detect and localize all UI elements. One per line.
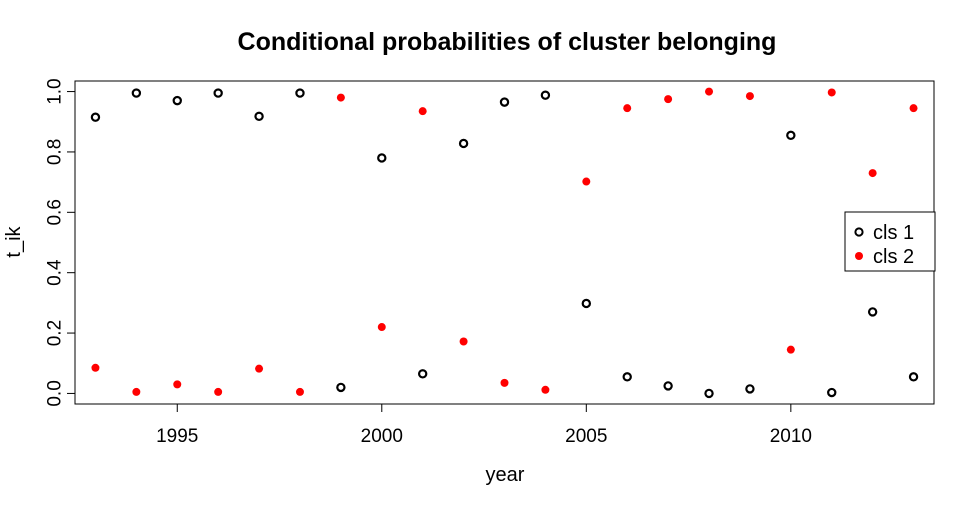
legend-label: cls 1 [873,222,914,244]
data-point [377,323,386,332]
data-point [704,388,714,399]
data-point [582,177,591,186]
legend-box [844,211,936,272]
data-point [786,130,796,141]
legend-marker-filled [855,252,863,260]
data-point [173,380,182,389]
data-point [500,378,509,387]
x-axis: 1995 2000 2005 2010 [156,403,812,447]
data-point [664,95,673,104]
data-point [418,107,427,116]
y-tick-label: 0.2 [45,320,66,346]
data-point [214,387,223,396]
data-point [745,384,755,394]
data-point [827,387,837,398]
data-point [909,104,918,113]
y-axis: 0.0 0.2 0.4 0.6 0.8 1.0 [45,78,76,407]
data-point [540,90,551,100]
data-point [377,153,387,163]
data-point [868,169,877,178]
series-1-points [90,88,919,399]
data-point [623,104,632,113]
y-tick-label: 0.8 [45,139,66,165]
data-point [336,93,345,102]
legend-label: cls 2 [873,246,914,268]
data-point [663,381,673,391]
data-point [255,364,264,373]
data-point [91,363,100,372]
plot-frame [74,80,935,405]
data-point [622,372,632,382]
data-point [499,97,510,107]
data-point [705,87,714,96]
data-point [745,92,754,101]
y-axis-label: t_ik [3,225,25,257]
legend-marker-open [854,227,864,237]
data-point [172,95,182,106]
x-tick-label: 2010 [770,426,812,447]
data-point [786,345,795,354]
data-point [867,307,878,317]
data-point [459,337,468,346]
data-points [90,87,919,399]
y-tick-label: 0.4 [45,259,66,286]
y-tick-label: 1.0 [45,78,66,104]
data-point [131,88,142,98]
x-axis-label: year [486,464,525,486]
data-point [254,111,264,122]
data-point [908,372,919,382]
y-tick-label: 0.6 [45,199,66,225]
chart-title: Conditional probabilities of cluster bel… [238,28,777,56]
x-tick-label: 2005 [565,426,607,447]
data-point [295,387,304,396]
data-point [90,112,101,122]
data-point [132,387,141,396]
y-tick-label: 0.0 [45,380,66,406]
data-point [581,298,592,309]
data-point [213,88,223,98]
data-point [827,88,836,97]
data-point [541,385,550,394]
data-point [417,369,428,379]
x-tick-label: 1995 [156,426,198,447]
x-tick-label: 2000 [361,426,403,447]
data-point [458,138,469,149]
series-2-points [91,87,918,396]
data-point [295,88,305,98]
data-point [336,382,346,393]
